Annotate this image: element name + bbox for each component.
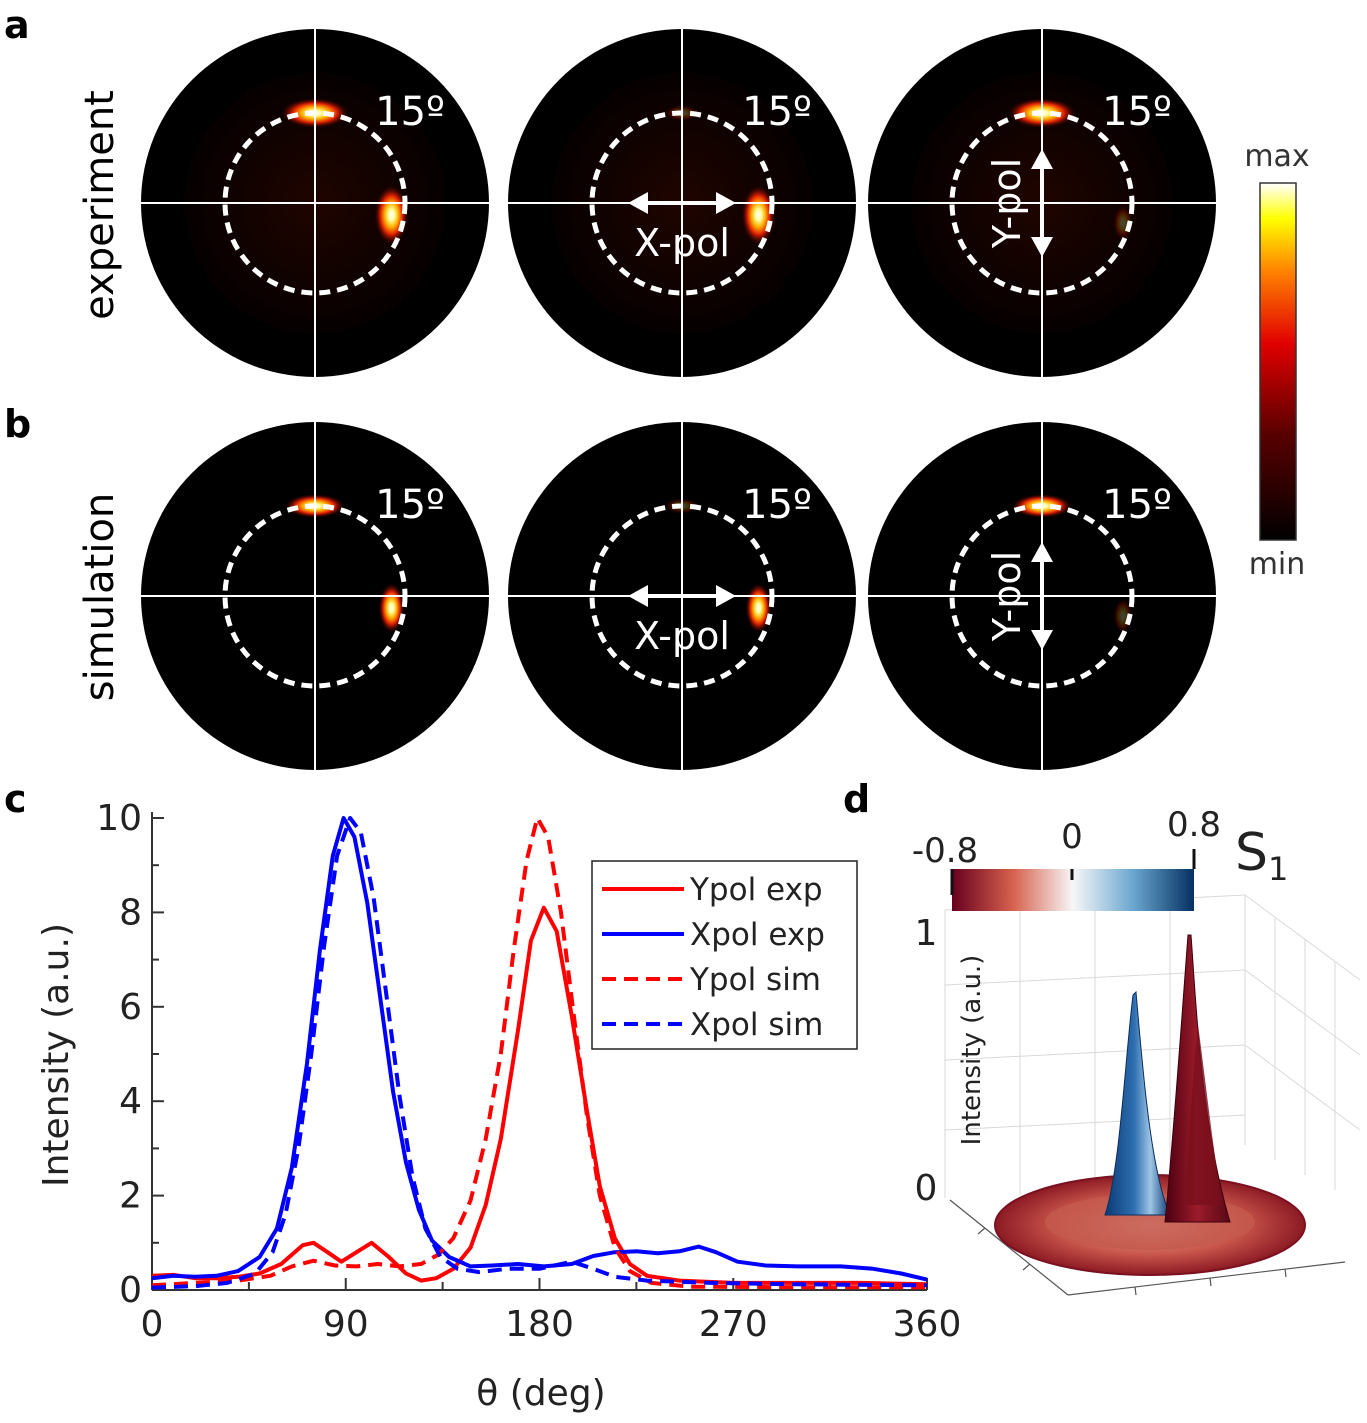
polar-map-experiment-both: 15º bbox=[141, 29, 489, 377]
s1-colorbar-tick-label-neg: -0.8 bbox=[912, 831, 978, 871]
surface-peak-red-shoulder bbox=[1185, 1025, 1222, 1205]
s1-colorbar-tick-label-pos: 0.8 bbox=[1167, 805, 1221, 845]
polar-map-simulation-y: 15º Y-pol bbox=[868, 422, 1216, 770]
y-pol-arrow-down bbox=[1031, 630, 1053, 650]
y-pol-arrow-down bbox=[1031, 237, 1053, 257]
x-pol-arrow-left bbox=[628, 192, 648, 214]
y-tick-label: 4 bbox=[119, 1081, 142, 1122]
series-xpol-exp bbox=[151, 816, 928, 1282]
legend-entry: Xpol exp bbox=[690, 917, 825, 953]
angle-ring bbox=[949, 110, 1135, 296]
legend-entry: Ypol sim bbox=[689, 962, 821, 998]
s1-colorbar-tick-label-zero: 0 bbox=[1061, 817, 1083, 857]
angle-ring bbox=[589, 110, 775, 296]
x-tick-label: 360 bbox=[893, 1304, 962, 1345]
s1-colorbar-title: S1 bbox=[1235, 823, 1288, 888]
x-tick-label: 0 bbox=[141, 1304, 164, 1345]
series-xpol-sim bbox=[151, 816, 928, 1290]
y-tick-label: 8 bbox=[119, 892, 142, 933]
x-pol-label: X-pol bbox=[634, 614, 730, 658]
y-pol-arrow-up bbox=[1031, 542, 1053, 562]
polar-maps: 15º 15º X-pol 15º Y-pol 15º 15º X-pol 15º Y-pol bbox=[141, 29, 1216, 770]
angle-ring bbox=[589, 503, 775, 689]
angle-ring bbox=[949, 503, 1135, 689]
y-pol-arrow-up bbox=[1031, 149, 1053, 169]
series-ypol-exp bbox=[151, 905, 928, 1287]
angle-label: 15º bbox=[1102, 89, 1172, 135]
x-tick-label: 90 bbox=[323, 1304, 369, 1345]
surface-base-axes bbox=[949, 1199, 1346, 1296]
angle-label: 15º bbox=[742, 89, 812, 135]
hotspot-right-faint bbox=[1113, 205, 1133, 241]
x-pol-label: X-pol bbox=[634, 221, 730, 265]
x-pol-arrow-right bbox=[716, 192, 736, 214]
colorbar-min-label: min bbox=[1249, 547, 1306, 582]
panel-label-b: b bbox=[4, 402, 31, 446]
hotspot-right bbox=[745, 583, 772, 633]
y-tick-label: 10 bbox=[96, 798, 142, 839]
surface-plot: 1 0 Intensity (a.u.) -0.8 0 0.8 S1 bbox=[912, 805, 1361, 1296]
hotspot-right bbox=[374, 185, 409, 245]
angle-ring bbox=[222, 503, 408, 689]
panel-label-d: d bbox=[843, 777, 870, 821]
angle-ring bbox=[222, 110, 408, 296]
angle-label: 15º bbox=[742, 482, 812, 528]
surface-z-tick-1: 1 bbox=[915, 913, 938, 954]
polar-map-experiment-y: 15º Y-pol bbox=[868, 29, 1216, 377]
surface-z-tick-0: 0 bbox=[915, 1168, 938, 1209]
chart-ylabel: Intensity (a.u.) bbox=[36, 923, 77, 1187]
hotspot-right-faint bbox=[1113, 598, 1133, 634]
x-pol-arrow-left bbox=[628, 585, 648, 607]
polar-map-simulation-both: 15º bbox=[141, 422, 489, 770]
s1-title-main: S bbox=[1235, 823, 1268, 883]
row-label-simulation: simulation bbox=[77, 493, 123, 702]
angle-label: 15º bbox=[375, 89, 445, 135]
polar-map-simulation-x: 15º X-pol bbox=[508, 422, 856, 770]
panel-label-a: a bbox=[4, 3, 30, 47]
surface-ylabel: Intensity (a.u.) bbox=[957, 955, 987, 1146]
colorbar-max-label: max bbox=[1244, 139, 1309, 174]
legend-box bbox=[591, 860, 858, 1050]
polar-map-experiment-x: 15º X-pol bbox=[508, 29, 856, 377]
row-label-experiment: experiment bbox=[77, 90, 123, 320]
y-pol-label: Y-pol bbox=[985, 158, 1029, 249]
hotspot-right bbox=[378, 583, 405, 633]
y-tick-label: 2 bbox=[119, 1176, 142, 1217]
panel-label-c: c bbox=[4, 777, 27, 821]
chart-legend: Ypol exp Xpol exp Ypol sim Xpol sim bbox=[591, 860, 858, 1050]
series-ypol-sim bbox=[151, 816, 927, 1290]
chart-xlabel: θ (deg) bbox=[476, 1373, 605, 1414]
x-pol-arrow-right bbox=[716, 585, 736, 607]
x-tick-label: 180 bbox=[505, 1304, 574, 1345]
chart-series bbox=[151, 816, 928, 1290]
angle-label: 15º bbox=[375, 482, 445, 528]
hotspot-right bbox=[741, 185, 776, 245]
hot-colorbar: max min bbox=[1244, 139, 1309, 582]
y-tick-label: 6 bbox=[119, 987, 142, 1028]
angle-label: 15º bbox=[1102, 482, 1172, 528]
legend-entry: Xpol sim bbox=[690, 1007, 823, 1043]
x-tick-label: 270 bbox=[699, 1304, 768, 1345]
y-pol-label: Y-pol bbox=[985, 551, 1029, 642]
legend-entry: Ypol exp bbox=[689, 872, 823, 908]
surface-peak-blue bbox=[1104, 990, 1171, 1216]
colorbar-gradient bbox=[1259, 182, 1297, 541]
s1-title-subscript: 1 bbox=[1268, 850, 1288, 888]
y-tick-label: 0 bbox=[119, 1270, 142, 1311]
